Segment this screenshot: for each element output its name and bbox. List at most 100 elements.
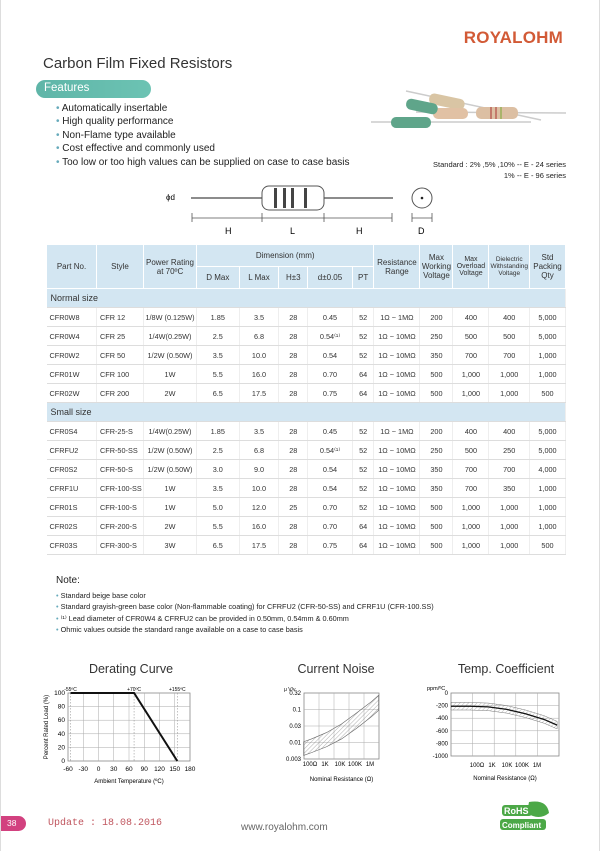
table-cell: 250: [419, 440, 454, 460]
table-cell: CFR-100-SS: [96, 478, 144, 498]
note-item: ⁽¹⁾ Lead diameter of CFR0W4 & CFRFU2 can…: [56, 613, 434, 624]
y-tick-label: 0: [61, 758, 65, 765]
table-row: CFR02S CFR-200-S 2W 5.5 16.0 28 0.70 64 1Ω ~ 10M…: [46, 516, 566, 536]
h-label: H: [356, 226, 363, 236]
table-cell: CFR0W4: [46, 326, 97, 346]
table-cell: 0.54⁽¹⁾: [307, 326, 353, 346]
section-row: Small size: [46, 402, 566, 422]
table-cell: 250: [419, 326, 454, 346]
table-cell: 1/4W(0.25W): [143, 421, 197, 441]
y-tick-label: 0: [445, 691, 449, 697]
table-cell: CFR01S: [46, 497, 97, 517]
table-cell: CFRF1U: [46, 478, 97, 498]
table-cell: 2.5: [196, 440, 240, 460]
table-cell: CFR-300-S: [96, 535, 144, 555]
table-cell: CFRFU2: [46, 440, 97, 460]
table-cell: 2W: [143, 383, 197, 403]
note-item: Standard grayish-green base color (Non-f…: [56, 601, 434, 612]
table-cell: 200: [419, 307, 454, 327]
table-cell: 5.5: [196, 364, 240, 384]
table-cell: 0.54: [307, 345, 353, 365]
table-cell: 350: [419, 459, 454, 479]
x-tick-label: -30: [79, 766, 89, 773]
table-cell: 500: [419, 497, 454, 517]
current-noise-chart: 100Ω 1K 10K 100K 1M 0.003 0.01 0.03 0.1 0.32μ V/v…: [284, 687, 380, 783]
col-power: Power Rating at 70ºC: [143, 244, 197, 289]
spec-table: Part No. Style Power Rating at 70ºC Dime…: [46, 244, 566, 555]
table-cell: 1.85: [196, 421, 240, 441]
table-cell: 500: [488, 326, 530, 346]
features-heading: Features: [36, 80, 151, 98]
table-cell: 52: [352, 440, 375, 460]
table-row: CFRF1U CFR-100-SS 1W 3.5 10.0 28 0.54 52 1Ω ~ 10…: [46, 478, 566, 498]
table-cell: 1,000: [488, 497, 530, 517]
table-cell: 17.5: [239, 535, 280, 555]
y-tick-label: -600: [436, 729, 449, 735]
table-cell: 1Ω ~ 10MΩ: [373, 326, 421, 346]
rohs-compliant-logo: RoHS Compliant: [500, 801, 549, 830]
y-tick-label: -1000: [433, 754, 449, 760]
table-cell: 28: [278, 535, 309, 555]
y-axis-label: μ V/v: [284, 687, 296, 693]
table-cell: 350: [419, 345, 454, 365]
table-cell: 700: [452, 345, 490, 365]
x-tick-label: -60: [63, 766, 73, 773]
table-cell: CFR-50-S: [96, 459, 144, 479]
table-cell: CFR-25-S: [96, 421, 144, 441]
table-cell: 200: [419, 421, 454, 441]
col-lmax: L Max: [238, 266, 280, 289]
table-cell: 500: [419, 516, 454, 536]
compliant-text: Compliant: [502, 821, 541, 830]
table-cell: 52: [352, 497, 375, 517]
table-cell: 5,000: [529, 326, 566, 346]
table-cell: 16.0: [239, 516, 280, 536]
x-tick-label: 90: [141, 766, 149, 773]
annotation: +155ºC: [169, 687, 186, 693]
x-tick-label: 0: [97, 766, 101, 773]
table-cell: 0.45: [307, 307, 353, 327]
x-axis-label: Nominal Resistance (Ω): [473, 776, 537, 782]
table-cell: 3.5: [196, 478, 240, 498]
table-cell: 3.5: [239, 307, 280, 327]
table-cell: 0.70: [307, 364, 353, 384]
table-cell: 1Ω ~ 1MΩ: [373, 307, 421, 327]
y-tick-label: 80: [58, 704, 66, 711]
col-range: Resistance Range: [373, 244, 421, 289]
table-cell: CFR-100-S: [96, 497, 144, 517]
feature-item: Non-Flame type available: [56, 129, 350, 142]
col-part: Part No.: [46, 244, 97, 289]
table-cell: 1Ω ~ 10MΩ: [373, 459, 421, 479]
table-cell: 64: [352, 535, 375, 555]
table-row: CFRFU2 CFR-50-SS 1/2W (0.50W) 2.5 6.8 28 0.54⁽…: [46, 440, 566, 460]
website-link[interactable]: www.royalohm.com: [241, 822, 328, 833]
table-cell: 64: [352, 516, 375, 536]
table-cell: 250: [488, 440, 530, 460]
table-cell: CFR-50-SS: [96, 440, 144, 460]
l-label: L: [290, 226, 295, 236]
table-cell: 1/4W(0.25W): [143, 326, 197, 346]
tolerance-line: Standard : 2% ,5% ,10% -- E - 24 series: [433, 160, 566, 169]
table-cell: 1Ω ~ 10MΩ: [373, 345, 421, 365]
d-label: ϕd: [166, 193, 175, 202]
table-cell: 700: [488, 345, 530, 365]
feature-item: Too low or too high values can be suppli…: [56, 156, 349, 169]
table-cell: 1,000: [452, 364, 490, 384]
col-dwv: Dielectric Withstanding Voltage: [488, 244, 530, 289]
table-cell: 52: [352, 421, 375, 441]
table-cell: 4,000: [529, 459, 566, 479]
x-tick-label: 10K: [335, 762, 346, 768]
col-dimension: Dimension (mm): [195, 244, 375, 267]
table-cell: 700: [488, 459, 530, 479]
y-tick-label: 0.32: [289, 691, 301, 697]
table-cell: 2.5: [196, 326, 240, 346]
table-cell: 3.0: [196, 459, 240, 479]
y-tick-label: 0.03: [289, 724, 301, 730]
table-cell: 10.0: [239, 345, 280, 365]
table-cell: 0.70: [307, 497, 353, 517]
table-cell: 5,000: [529, 421, 566, 441]
table-cell: 350: [419, 478, 454, 498]
table-cell: 1Ω ~ 1MΩ: [373, 421, 421, 441]
col-qty: Std Packing Qty: [529, 244, 566, 289]
table-row: CFR02W CFR 200 2W 6.5 17.5 28 0.75 64 1Ω ~ 10MΩ 5…: [46, 383, 566, 403]
